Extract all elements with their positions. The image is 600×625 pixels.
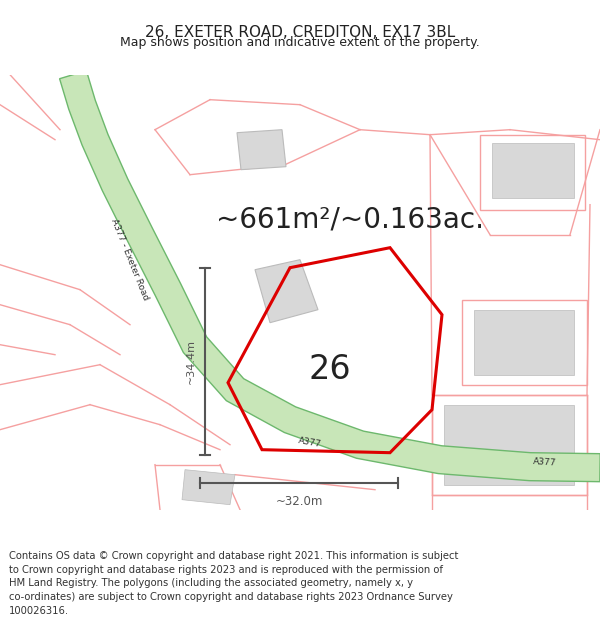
- Text: A377: A377: [533, 458, 557, 468]
- FancyBboxPatch shape: [492, 142, 574, 198]
- Text: ~32.0m: ~32.0m: [275, 495, 323, 508]
- FancyBboxPatch shape: [474, 309, 574, 374]
- Text: Contains OS data © Crown copyright and database right 2021. This information is : Contains OS data © Crown copyright and d…: [9, 551, 458, 616]
- Text: A377 - Exeter Road: A377 - Exeter Road: [109, 217, 151, 302]
- Text: 26, EXETER ROAD, CREDITON, EX17 3BL: 26, EXETER ROAD, CREDITON, EX17 3BL: [145, 25, 455, 40]
- Polygon shape: [182, 470, 235, 505]
- Text: ~661m²/~0.163ac.: ~661m²/~0.163ac.: [216, 206, 484, 234]
- Text: ~34.4m: ~34.4m: [186, 339, 196, 384]
- Text: Map shows position and indicative extent of the property.: Map shows position and indicative extent…: [120, 36, 480, 49]
- Polygon shape: [59, 71, 600, 482]
- Text: 26: 26: [308, 353, 352, 386]
- Text: A377: A377: [298, 436, 322, 449]
- Polygon shape: [237, 129, 286, 169]
- Polygon shape: [255, 260, 318, 322]
- FancyBboxPatch shape: [444, 405, 574, 485]
